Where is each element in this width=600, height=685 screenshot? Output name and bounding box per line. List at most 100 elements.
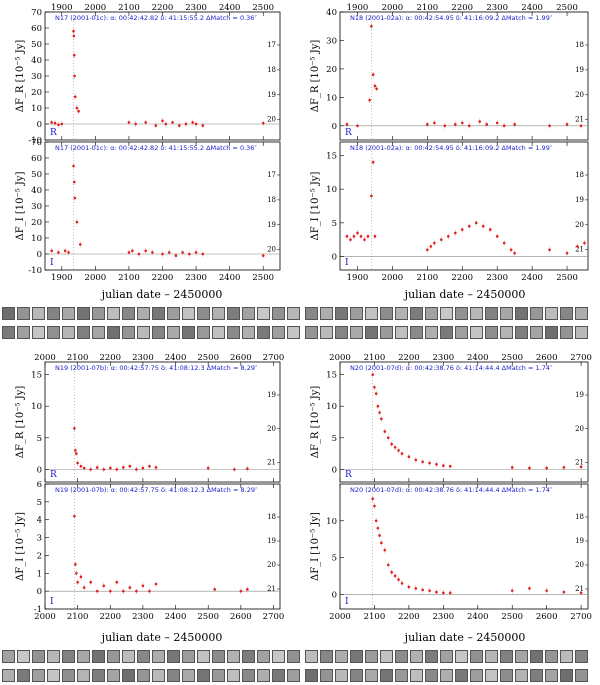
mag-label-n18-r: 19	[575, 66, 584, 74]
data-point-n20-r	[528, 466, 531, 470]
y-tick-label-n19-i: 3	[37, 534, 42, 544]
thumbnail-stamp	[410, 307, 423, 320]
data-point-n19-r	[95, 466, 99, 469]
x-tick-label-n19-i: 2300	[132, 612, 154, 622]
thumbnail-stamp	[92, 669, 105, 682]
thumbnail-stamp	[32, 307, 45, 320]
x-tick-label-top-n18-r: 2300	[486, 3, 508, 13]
thumbnail-stamp	[77, 326, 90, 339]
thumbnail-stamp	[107, 326, 120, 339]
thumbnail-stamp	[137, 669, 150, 682]
data-point-n20-i	[428, 589, 431, 592]
thumbnail-stamp	[395, 669, 408, 682]
x-tick-label-n18-i: 2500	[556, 273, 578, 283]
data-point-n19-i	[115, 580, 119, 584]
thumbnail-stamp	[545, 326, 558, 339]
data-point-n19-i	[76, 580, 79, 584]
y-tick-label-n19-i: 1	[37, 569, 42, 579]
data-point-n19-i	[89, 580, 92, 584]
data-point-n19-i	[135, 589, 138, 593]
data-point-n18-i	[426, 248, 429, 252]
data-point-n20-i	[545, 589, 548, 592]
panel-frame-n17-i	[44, 141, 281, 271]
data-point-n19-r	[154, 466, 158, 469]
x-tick-label-n17-i: 2400	[219, 273, 241, 283]
thumbnail-stamp	[152, 307, 165, 320]
thumbnail-stamp	[305, 650, 318, 663]
data-point-n20-i	[421, 588, 424, 592]
mag-label-n17-i: 20	[267, 246, 276, 254]
thumbnail-stamp	[395, 326, 408, 339]
thumbnail-stamp	[62, 307, 75, 320]
data-point-n18-i	[433, 241, 436, 245]
data-point-n20-r	[383, 430, 387, 433]
thumbnail-stamp	[335, 307, 348, 320]
y-tick-label-n20-i: 0	[332, 590, 337, 600]
data-point-n18-r	[375, 87, 378, 91]
data-point-n19-i	[141, 584, 145, 588]
thumbnail-stamp	[2, 326, 15, 339]
data-point-n18-i	[439, 238, 443, 241]
x-tick-label-n19-i: 2600	[230, 612, 252, 622]
data-point-n20-i	[562, 590, 566, 594]
y-tick-label-n19-r: 0	[37, 465, 42, 475]
data-point-n20-r	[397, 449, 400, 452]
thumbnail-stamp	[500, 650, 513, 663]
x-tick-label-n17-i: 2100	[118, 273, 140, 283]
data-point-n18-i	[583, 241, 586, 245]
y-tick-label-n19-r: 10	[31, 402, 42, 412]
mag-label-n19-r: 21	[267, 459, 276, 467]
data-point-n17-r	[57, 123, 60, 127]
data-point-n20-r	[407, 455, 411, 459]
data-point-n20-r	[373, 385, 376, 389]
data-point-n19-r	[148, 464, 151, 468]
thumbnail-stamp	[257, 307, 270, 320]
y-tick-label-n17-r: 10	[31, 104, 42, 114]
data-point-n17-r	[72, 29, 75, 33]
data-point-n19-r	[128, 464, 132, 468]
thumbnail-stamp	[380, 307, 393, 320]
data-point-n17-r	[261, 121, 265, 125]
thumbnail-stamp	[32, 650, 45, 663]
data-point-n19-i	[239, 589, 243, 593]
data-point-n20-i	[435, 590, 438, 594]
y-tick-label-n19-i: 6	[37, 480, 42, 490]
thumbnail-stamp	[395, 650, 408, 663]
mag-label-n20-i: 19	[575, 537, 584, 545]
thumbnail-stamp	[500, 307, 513, 320]
thumbnail-stamp	[470, 326, 483, 339]
data-point-n20-r	[371, 373, 375, 376]
x-tick-label-top-n18-r: 2000	[382, 3, 404, 13]
thumbnail-stamp	[320, 307, 333, 320]
thumbnail-stamp	[212, 669, 225, 682]
x-tick-label-top-n19-r: 2600	[230, 353, 252, 363]
thumbnail-stamp	[197, 669, 210, 682]
data-point-n18-i	[467, 224, 471, 228]
y-tick-label-n20-i: 5	[332, 554, 337, 564]
data-point-n19-i	[74, 563, 77, 566]
thumbnail-stamp	[410, 650, 423, 663]
data-point-n17-r	[171, 121, 174, 124]
thumbnail-stamp	[17, 669, 30, 682]
data-point-n18-r	[565, 123, 569, 126]
data-point-n19-i	[108, 589, 112, 593]
y-tick-label-n18-i: 15	[326, 151, 337, 161]
panel-frame-n20-r	[339, 361, 589, 483]
mag-label-n19-r: 20	[267, 425, 276, 433]
x-tick-label-n17-i: 2300	[185, 273, 207, 283]
thumbnail-stamp	[17, 650, 30, 663]
thumbnail-stamp	[470, 307, 483, 320]
data-point-n20-r	[421, 460, 424, 464]
data-point-n19-r	[76, 461, 79, 465]
thumbnail-stamp	[545, 650, 558, 663]
data-point-n20-r	[390, 442, 393, 446]
thumbnail-stamp	[77, 669, 90, 682]
data-point-n17-i	[50, 249, 54, 253]
thumbnail-stamp	[212, 307, 225, 320]
data-point-n20-i	[380, 541, 383, 545]
y-tick-label-n19-r: 15	[31, 371, 42, 381]
mag-label-n20-i: 21	[575, 585, 584, 593]
x-tick-label-top-n20-r: 2700	[570, 353, 592, 363]
data-point-n17-i	[137, 252, 141, 256]
data-point-n19-r	[82, 466, 86, 470]
